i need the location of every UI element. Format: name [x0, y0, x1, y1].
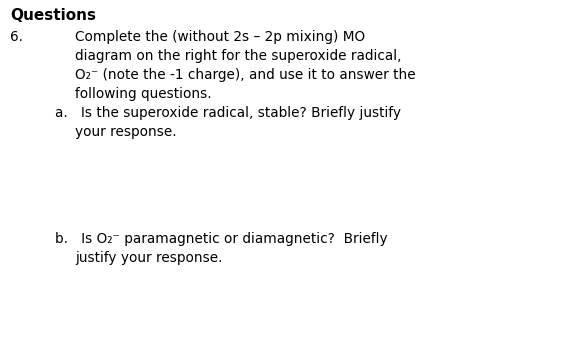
Text: 6.: 6. [10, 30, 23, 44]
Text: O₂⁻ (note the -1 charge), and use it to answer the: O₂⁻ (note the -1 charge), and use it to … [75, 68, 416, 82]
Text: diagram on the right for the superoxide radical,: diagram on the right for the superoxide … [75, 49, 402, 63]
Text: your response.: your response. [75, 125, 177, 139]
Text: following questions.: following questions. [75, 87, 212, 101]
Text: a.   Is the superoxide radical, stable? Briefly justify: a. Is the superoxide radical, stable? Br… [55, 106, 401, 120]
Text: Questions: Questions [10, 8, 96, 23]
Text: justify your response.: justify your response. [75, 251, 223, 265]
Text: Complete the (without 2s – 2p mixing) MO: Complete the (without 2s – 2p mixing) MO [75, 30, 365, 44]
Text: b.   Is O₂⁻ paramagnetic or diamagnetic?  Briefly: b. Is O₂⁻ paramagnetic or diamagnetic? B… [55, 232, 387, 246]
